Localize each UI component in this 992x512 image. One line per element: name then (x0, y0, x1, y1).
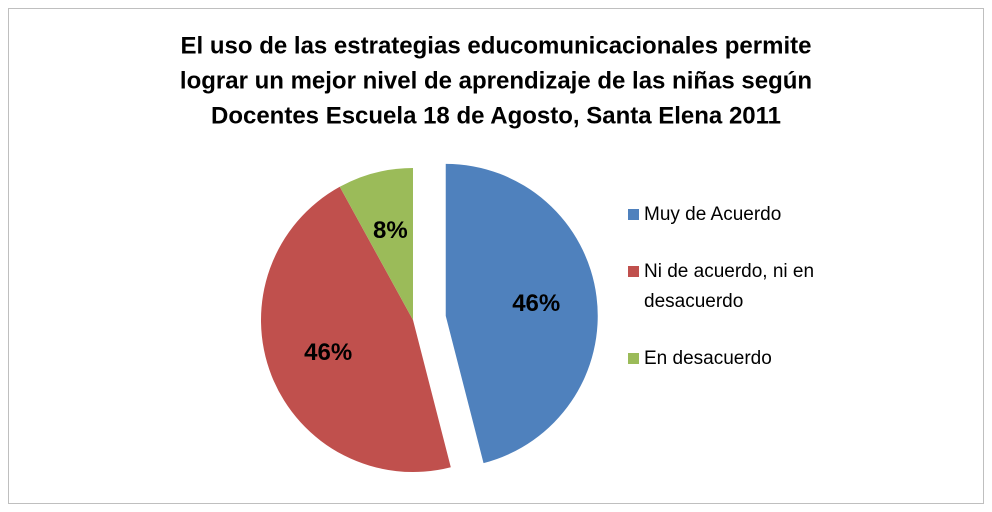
chart-title: lograr un mejor nivel de aprendizaje de … (180, 67, 812, 94)
legend-label: En desacuerdo (644, 348, 772, 369)
pie-slice (339, 168, 413, 320)
chart-title: El uso de las estrategias educomunicacio… (181, 32, 812, 59)
legend-swatch (628, 209, 639, 220)
data-label: 8% (373, 217, 408, 244)
legend-item: Ni de acuerdo, ni en desacuerdo (628, 257, 828, 317)
pie-slice (261, 186, 451, 473)
legend-label: Muy de Acuerdo (644, 204, 782, 225)
legend-item: Muy de Acuerdo (628, 200, 828, 230)
chart-title: Docentes Escuela 18 de Agosto, Santa Ele… (211, 102, 781, 129)
legend: Muy de Acuerdo Ni de acuerdo, ni en desac… (628, 200, 828, 401)
legend-swatch (628, 353, 639, 364)
legend-label: Ni de acuerdo, ni en desacuerdo (644, 261, 815, 312)
data-label: 46% (512, 290, 560, 317)
data-label: 46% (304, 339, 352, 366)
pie-slice (445, 163, 598, 464)
legend-item: En desacuerdo (628, 344, 828, 374)
legend-swatch (628, 266, 639, 277)
